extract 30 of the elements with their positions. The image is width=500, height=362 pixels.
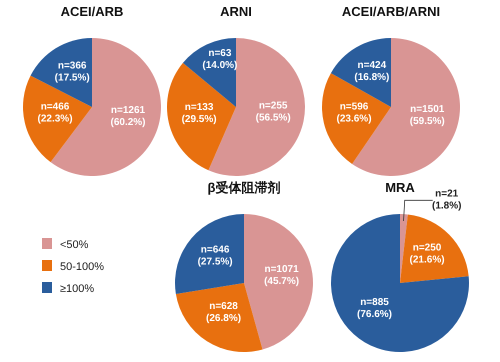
legend-label: ≥100% xyxy=(60,283,94,295)
chart-title: β受体阻滞剂 xyxy=(208,180,280,195)
data-label: n=885 (76.6%) xyxy=(357,297,392,320)
data-label: n=366 (17.5%) xyxy=(54,60,90,84)
data-label: n=255 (56.5%) xyxy=(256,100,291,124)
pie-slice xyxy=(244,214,313,350)
data-label: n=1071 (45.7%) xyxy=(264,264,300,287)
chart-title: ACEI/ARB xyxy=(60,4,124,19)
pie-slice xyxy=(322,73,391,164)
pie-slice xyxy=(400,214,469,283)
pie-slice xyxy=(175,214,244,294)
legend-label: 50-100% xyxy=(60,261,104,273)
data-label: n=1501 (59.5%) xyxy=(410,104,445,128)
data-label: n=596 (23.6%) xyxy=(336,102,372,125)
data-label: n=250 (21.6%) xyxy=(410,242,445,266)
data-label: n=21 (1.8%) xyxy=(432,188,462,212)
data-label: n=1261 (60.2%) xyxy=(110,105,146,128)
data-label: n=628 (26.8%) xyxy=(206,300,242,324)
pie-slice xyxy=(176,283,263,352)
pie-slice xyxy=(400,214,408,283)
data-label: n=646 (27.5%) xyxy=(198,244,233,268)
data-label: n=466 (22.3%) xyxy=(38,102,73,125)
chart-title: ARNI xyxy=(220,4,252,19)
chart-title: ACEI/ARB/ARNI xyxy=(342,4,440,19)
pie-slice xyxy=(167,62,236,170)
data-label: n=424 (16.8%) xyxy=(354,60,390,84)
legend-label: <50% xyxy=(60,239,89,251)
chart-title: MRA xyxy=(385,180,416,195)
pie-slice xyxy=(331,214,469,352)
data-label: n=133 (29.5%) xyxy=(182,102,217,125)
